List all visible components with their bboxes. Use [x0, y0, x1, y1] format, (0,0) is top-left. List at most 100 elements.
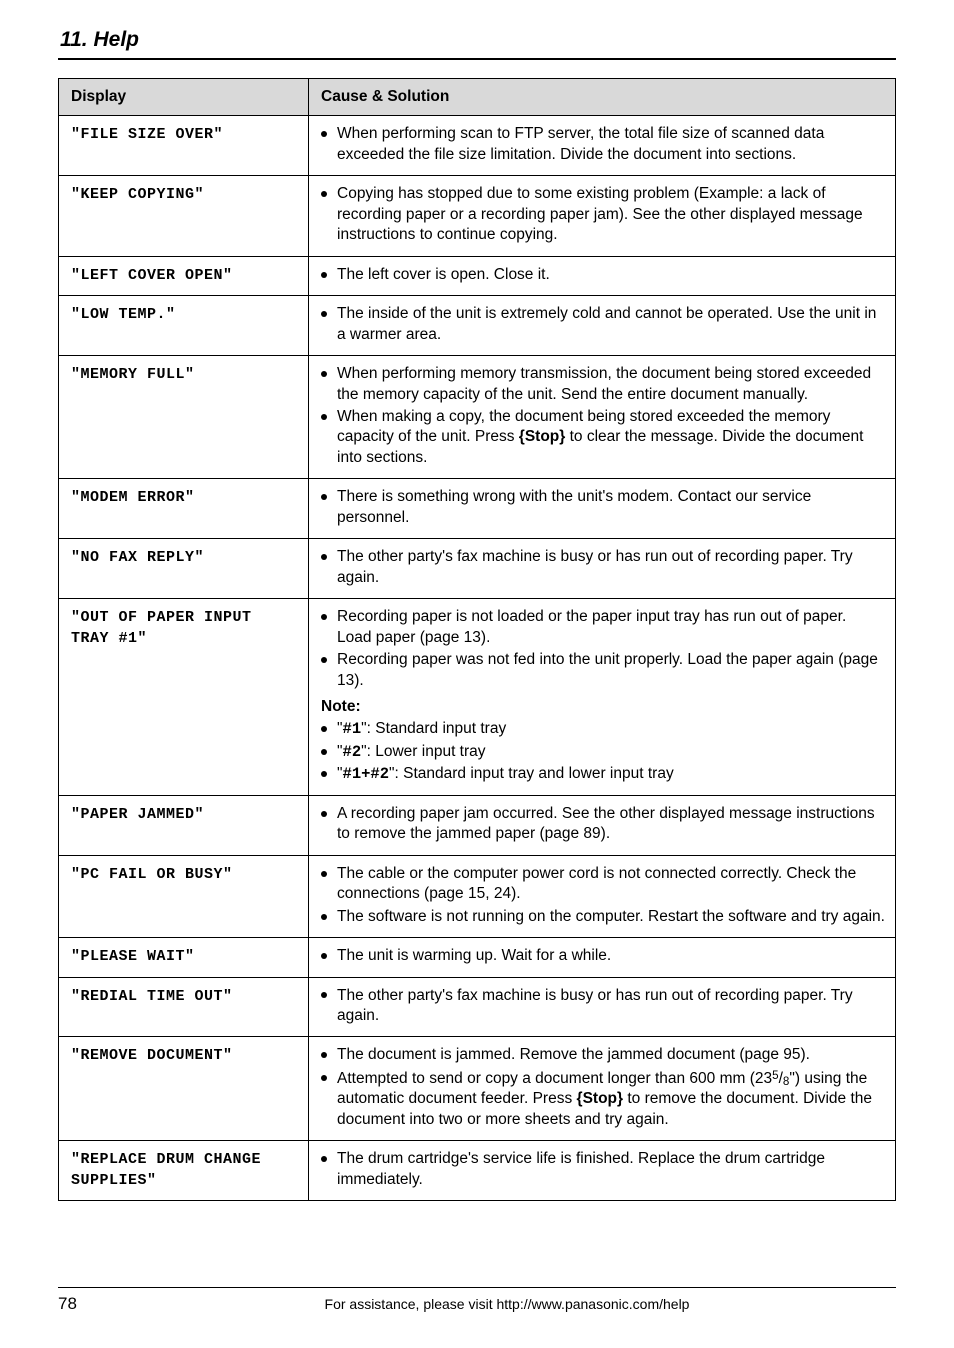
- display-cell: "PC FAIL OR BUSY": [59, 855, 309, 937]
- solution-cell: The other party's fax machine is busy or…: [309, 539, 896, 599]
- solution-item: The software is not running on the compu…: [321, 907, 885, 927]
- solution-cell: When performing memory transmission, the…: [309, 356, 896, 479]
- display-code: "REDIAL TIME OUT": [71, 988, 233, 1005]
- table-row: "LOW TEMP." The inside of the unit is ex…: [59, 296, 896, 356]
- solution-list: The drum cartridge's service life is fin…: [321, 1149, 885, 1190]
- display-code: "NO FAX REPLY": [71, 549, 204, 566]
- solution-list: When performing scan to FTP server, the …: [321, 124, 885, 165]
- solution-list: The document is jammed. Remove the jamme…: [321, 1045, 885, 1130]
- footer-assist-text: For assistance, please visit http://www.…: [118, 1296, 896, 1312]
- solution-item: The cable or the computer power cord is …: [321, 864, 885, 905]
- display-cell: "MEMORY FULL": [59, 356, 309, 479]
- display-cell: "NO FAX REPLY": [59, 539, 309, 599]
- solution-item: When performing scan to FTP server, the …: [321, 124, 885, 165]
- display-cell: "KEEP COPYING": [59, 176, 309, 256]
- display-code: "OUT OF PAPER INPUT TRAY #1": [71, 609, 252, 647]
- solution-cell: When performing scan to FTP server, the …: [309, 116, 896, 176]
- solution-item: When making a copy, the document being s…: [321, 407, 885, 468]
- page-number: 78: [58, 1294, 118, 1314]
- solution-item: Attempted to send or copy a document lon…: [321, 1068, 885, 1130]
- solution-cell: The document is jammed. Remove the jamme…: [309, 1037, 896, 1141]
- solution-item: The unit is warming up. Wait for a while…: [321, 946, 885, 966]
- solution-item: Recording paper is not loaded or the pap…: [321, 607, 885, 648]
- display-cell: "REDIAL TIME OUT": [59, 977, 309, 1037]
- display-cell: "FILE SIZE OVER": [59, 116, 309, 176]
- display-code: "LOW TEMP.": [71, 306, 176, 323]
- solution-list: The other party's fax machine is busy or…: [321, 986, 885, 1027]
- page-root: 11. Help Display Cause & Solution "FILE …: [0, 0, 954, 1348]
- table-row: "OUT OF PAPER INPUT TRAY #1" Recording p…: [59, 599, 896, 796]
- table-row: "NO FAX REPLY" The other party's fax mac…: [59, 539, 896, 599]
- error-table: Display Cause & Solution "FILE SIZE OVER…: [58, 78, 896, 1201]
- section-title: 11. Help: [60, 28, 896, 52]
- col-header-display: Display: [59, 79, 309, 116]
- display-cell: "OUT OF PAPER INPUT TRAY #1": [59, 599, 309, 796]
- display-cell: "PLEASE WAIT": [59, 938, 309, 977]
- table-row: "PAPER JAMMED" A recording paper jam occ…: [59, 795, 896, 855]
- solution-cell: The other party's fax machine is busy or…: [309, 977, 896, 1037]
- display-cell: "LOW TEMP.": [59, 296, 309, 356]
- note-list: "#1": Standard input tray "#2": Lower in…: [321, 719, 885, 784]
- footer-inner: 78 For assistance, please visit http://w…: [58, 1294, 896, 1314]
- display-code: "PC FAIL OR BUSY": [71, 866, 233, 883]
- heading-rule: [58, 58, 896, 60]
- note-label: Note:: [321, 697, 885, 717]
- note-item: "#2": Lower input tray: [321, 742, 885, 762]
- solution-list: There is something wrong with the unit's…: [321, 487, 885, 528]
- table-row: "REPLACE DRUM CHANGE SUPPLIES" The drum …: [59, 1141, 896, 1201]
- note-item: "#1+#2": Standard input tray and lower i…: [321, 764, 885, 784]
- table-row: "PC FAIL OR BUSY" The cable or the compu…: [59, 855, 896, 937]
- solution-cell: A recording paper jam occurred. See the …: [309, 795, 896, 855]
- solution-item: A recording paper jam occurred. See the …: [321, 804, 885, 845]
- solution-cell: There is something wrong with the unit's…: [309, 479, 896, 539]
- solution-list: Copying has stopped due to some existing…: [321, 184, 885, 245]
- page-footer: 78 For assistance, please visit http://w…: [58, 1287, 896, 1314]
- display-code: "PAPER JAMMED": [71, 806, 204, 823]
- display-code: "REPLACE DRUM CHANGE SUPPLIES": [71, 1151, 261, 1189]
- solution-item: Copying has stopped due to some existing…: [321, 184, 885, 245]
- display-cell: "LEFT COVER OPEN": [59, 256, 309, 295]
- display-code: "REMOVE DOCUMENT": [71, 1047, 233, 1064]
- table-row: "KEEP COPYING" Copying has stopped due t…: [59, 176, 896, 256]
- solution-cell: The unit is warming up. Wait for a while…: [309, 938, 896, 977]
- display-code: "PLEASE WAIT": [71, 948, 195, 965]
- table-header-row: Display Cause & Solution: [59, 79, 896, 116]
- solution-item: There is something wrong with the unit's…: [321, 487, 885, 528]
- table-row: "PLEASE WAIT" The unit is warming up. Wa…: [59, 938, 896, 977]
- table-row: "FILE SIZE OVER" When performing scan to…: [59, 116, 896, 176]
- col-header-solution: Cause & Solution: [309, 79, 896, 116]
- table-row: "MEMORY FULL" When performing memory tra…: [59, 356, 896, 479]
- solution-list: Recording paper is not loaded or the pap…: [321, 607, 885, 691]
- display-cell: "REMOVE DOCUMENT": [59, 1037, 309, 1141]
- solution-item: The drum cartridge's service life is fin…: [321, 1149, 885, 1190]
- solution-cell: The drum cartridge's service life is fin…: [309, 1141, 896, 1201]
- solution-cell: Recording paper is not loaded or the pap…: [309, 599, 896, 796]
- display-code: "FILE SIZE OVER": [71, 126, 223, 143]
- solution-list: When performing memory transmission, the…: [321, 364, 885, 468]
- display-code: "MODEM ERROR": [71, 489, 195, 506]
- table-row: "REMOVE DOCUMENT" The document is jammed…: [59, 1037, 896, 1141]
- display-code: "KEEP COPYING": [71, 186, 204, 203]
- display-cell: "REPLACE DRUM CHANGE SUPPLIES": [59, 1141, 309, 1201]
- solution-item: The inside of the unit is extremely cold…: [321, 304, 885, 345]
- display-cell: "PAPER JAMMED": [59, 795, 309, 855]
- solution-cell: The cable or the computer power cord is …: [309, 855, 896, 937]
- solution-cell: The inside of the unit is extremely cold…: [309, 296, 896, 356]
- solution-item: The other party's fax machine is busy or…: [321, 547, 885, 588]
- table-row: "REDIAL TIME OUT" The other party's fax …: [59, 977, 896, 1037]
- solution-item: Recording paper was not fed into the uni…: [321, 650, 885, 691]
- display-code: "MEMORY FULL": [71, 366, 195, 383]
- table-row: "LEFT COVER OPEN" The left cover is open…: [59, 256, 896, 295]
- solution-list: The unit is warming up. Wait for a while…: [321, 946, 885, 966]
- solution-item: When performing memory transmission, the…: [321, 364, 885, 405]
- solution-list: A recording paper jam occurred. See the …: [321, 804, 885, 845]
- solution-item: The other party's fax machine is busy or…: [321, 986, 885, 1027]
- solution-item: The document is jammed. Remove the jamme…: [321, 1045, 885, 1065]
- table-row: "MODEM ERROR" There is something wrong w…: [59, 479, 896, 539]
- solution-item: The left cover is open. Close it.: [321, 265, 885, 285]
- solution-list: The inside of the unit is extremely cold…: [321, 304, 885, 345]
- solution-list: The cable or the computer power cord is …: [321, 864, 885, 927]
- solution-cell: Copying has stopped due to some existing…: [309, 176, 896, 256]
- solution-list: The other party's fax machine is busy or…: [321, 547, 885, 588]
- display-code: "LEFT COVER OPEN": [71, 267, 233, 284]
